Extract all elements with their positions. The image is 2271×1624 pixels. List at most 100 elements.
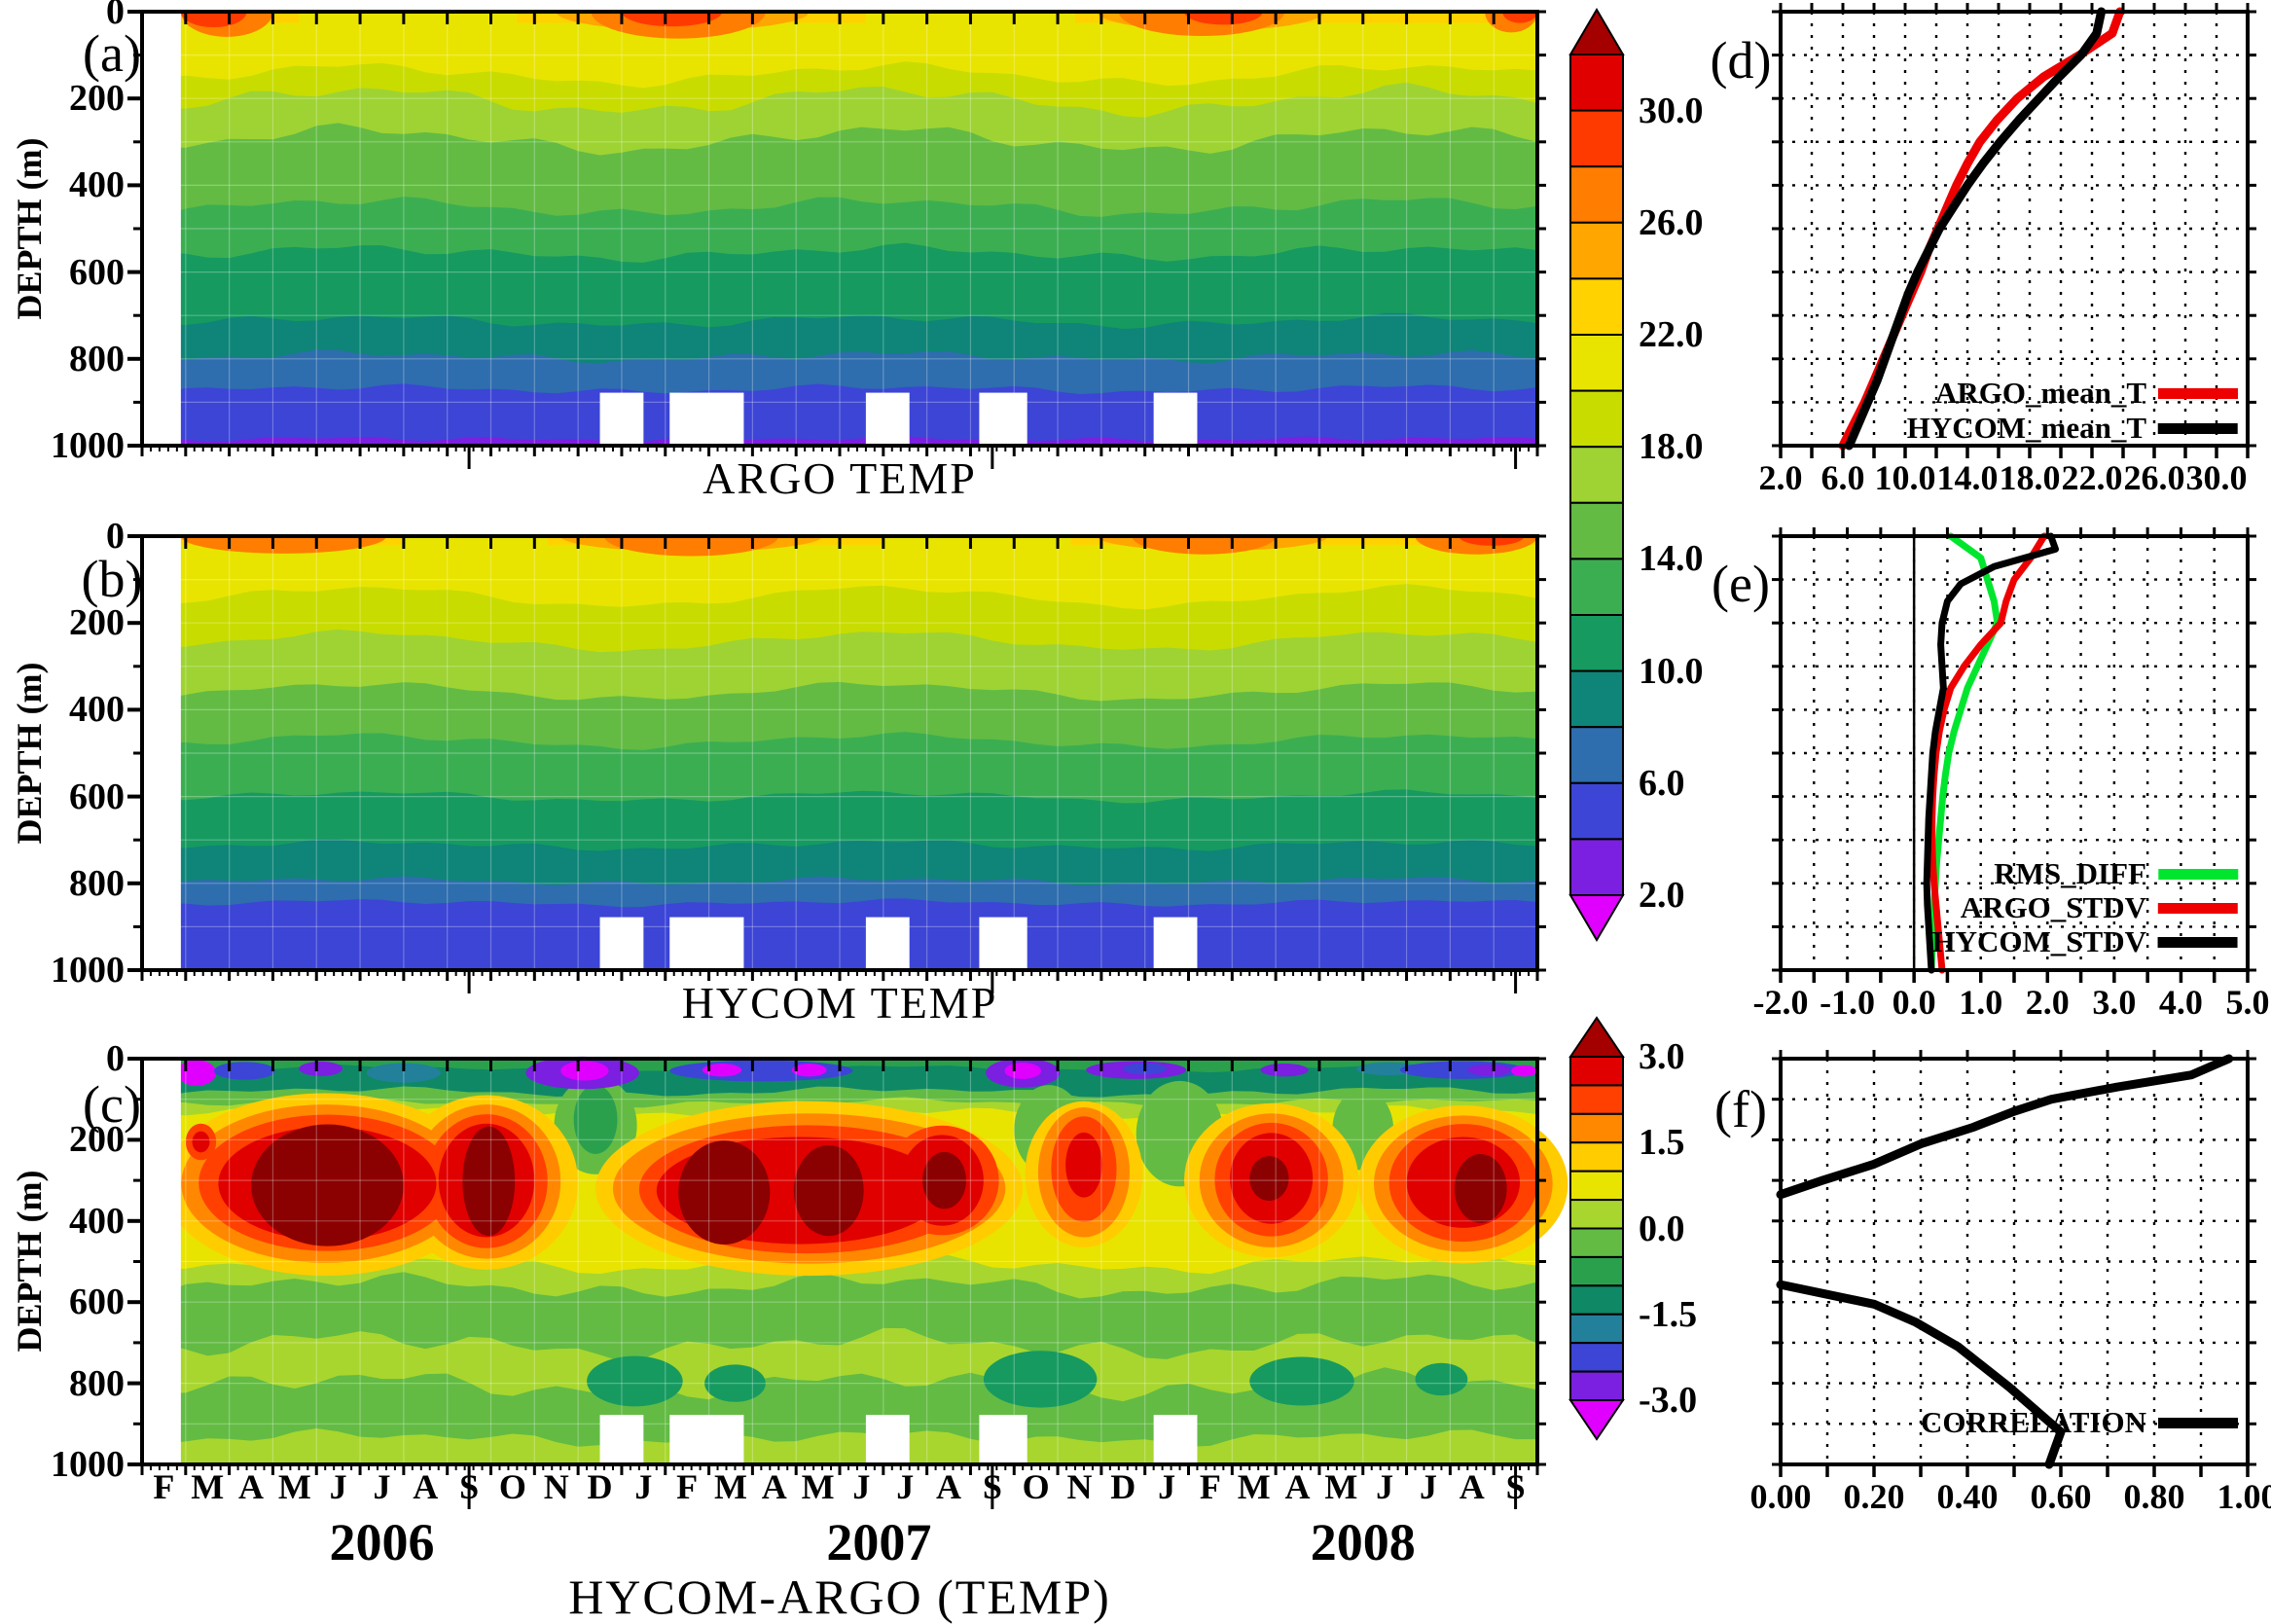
panel-e-plot	[1772, 527, 2256, 983]
x-tick-label: 1.0	[1959, 983, 2003, 1022]
month-tick-label: S	[1505, 1467, 1526, 1506]
legend-f-label: CORRELATION	[1921, 1405, 2146, 1439]
month-tick-label: J	[852, 1467, 871, 1506]
month-tick-label: A	[413, 1467, 439, 1506]
month-tick-label: N	[543, 1467, 569, 1506]
panel-e-letter: (e)	[1712, 555, 1770, 613]
x-tick-label: 0.20	[1843, 1477, 1905, 1516]
depth-tick-label: 0	[106, 516, 125, 557]
x-tick-label: 0.0	[1892, 983, 1936, 1022]
x-tick-label: 14.0	[1936, 458, 1999, 497]
month-tick-label: J	[634, 1467, 653, 1506]
depth-tick-label: 0	[106, 1038, 125, 1079]
x-tick-label: 2.0	[2025, 983, 2070, 1022]
panel-a-title: ARGO TEMP	[703, 453, 977, 503]
month-tick-label: J	[329, 1467, 347, 1506]
legend-f-entry: CORRELATION	[1921, 1405, 2238, 1440]
x-tick-label: 6.0	[1820, 458, 1865, 497]
x-tick-label: 10.0	[1874, 458, 1936, 497]
colorbar-temp	[1568, 8, 1625, 942]
panel-d-plot	[1772, 3, 2256, 458]
legend-d-label: ARGO_mean_T	[1935, 376, 2146, 410]
x-tick-label: 0.60	[2030, 1477, 2092, 1516]
colorbar-tick-label: 6.0	[1639, 762, 1685, 804]
x-tick-label: -1.0	[1820, 983, 1876, 1022]
x-tick-label: 30.0	[2185, 458, 2248, 497]
colorbar-tick-label: 3.0	[1639, 1036, 1685, 1077]
colorbar-tick-label: 10.0	[1639, 650, 1704, 692]
panel-b-letter: (b)	[81, 550, 143, 608]
colorbar-tick-label: -1.5	[1639, 1293, 1698, 1335]
depth-tick-label: 400	[69, 1200, 125, 1242]
legend-e-entry: ARGO_STDV	[1961, 890, 2238, 925]
depth-tick-label: 200	[69, 78, 125, 120]
month-tick-label: M	[801, 1467, 835, 1506]
colorbar-tick-label: 22.0	[1639, 314, 1704, 355]
depth-tick-label: 1000	[51, 1444, 125, 1485]
x-tick-label: 4.0	[2158, 983, 2203, 1022]
month-tick-label: A	[238, 1467, 265, 1506]
colorbar-tick-label: 26.0	[1639, 201, 1704, 243]
panel-c-ylabel: DEPTH (m)	[10, 1170, 49, 1353]
month-tick-label: M	[1237, 1467, 1271, 1506]
x-tick-label: 3.0	[2092, 983, 2137, 1022]
x-tick-label: 26.0	[2123, 458, 2185, 497]
x-tick-label: 0.40	[1936, 1477, 1999, 1516]
x-tick-label: 0.00	[1749, 1477, 1812, 1516]
month-tick-label: F	[676, 1467, 699, 1506]
month-tick-label: A	[1459, 1467, 1485, 1506]
month-tick-label: A	[936, 1467, 962, 1506]
depth-tick-label: 1000	[51, 950, 125, 991]
panel-a-ylabel: DEPTH (m)	[10, 137, 49, 320]
panel-a-plot	[127, 10, 1546, 469]
month-tick-label: J	[373, 1467, 391, 1506]
month-tick-label: O	[1022, 1467, 1050, 1506]
depth-tick-label: 600	[69, 776, 125, 817]
legend-e-label: ARGO_STDV	[1960, 890, 2146, 924]
month-tick-label: J	[1419, 1467, 1437, 1506]
year-label: 2006	[329, 1513, 435, 1571]
month-tick-label: S	[982, 1467, 1002, 1506]
depth-tick-label: 800	[69, 862, 125, 904]
colorbar-tick-label: 14.0	[1639, 538, 1704, 580]
year-label: 2007	[826, 1513, 932, 1571]
month-tick-label: O	[498, 1467, 526, 1506]
panel-b-title: HYCOM TEMP	[681, 978, 998, 1028]
x-tick-label: -2.0	[1752, 983, 1809, 1022]
colorbar-diff	[1568, 1016, 1625, 1441]
depth-tick-label: 400	[69, 164, 125, 206]
depth-tick-label: 1000	[51, 425, 125, 466]
panel-c-title: HYCOM-ARGO (TEMP)	[568, 1570, 1111, 1624]
month-tick-label: M	[277, 1467, 311, 1506]
colorbar-tick-label: -3.0	[1639, 1380, 1698, 1421]
panel-c-plot	[127, 1056, 1568, 1509]
legend-f-swatch-correlation	[2158, 1417, 2238, 1428]
depth-tick-label: 0	[106, 0, 125, 32]
legend-e-swatch-rms_diff	[2158, 868, 2238, 880]
depth-tick-label: 600	[69, 251, 125, 293]
depth-tick-label: 200	[69, 1119, 125, 1161]
month-tick-label: M	[713, 1467, 747, 1506]
depth-tick-label: 400	[69, 689, 125, 731]
legend-d-swatch-argo_mean_t	[2158, 387, 2238, 399]
depth-tick-label: 800	[69, 338, 125, 379]
month-tick-label: F	[153, 1467, 175, 1506]
legend-e-label: HYCOM_STDV	[1931, 924, 2146, 958]
year-label: 2008	[1310, 1513, 1416, 1571]
panel-a-letter: (a)	[83, 24, 141, 83]
x-tick-label: 18.0	[1999, 458, 2061, 497]
legend-e-label: RMS_DIFF	[1994, 856, 2146, 890]
panel-d-letter: (d)	[1710, 31, 1772, 90]
legend-d-swatch-hycom_mean_t	[2158, 422, 2238, 434]
x-tick-label: 1.00	[2217, 1477, 2271, 1516]
depth-tick-label: 600	[69, 1281, 125, 1323]
colorbar-tick-label: 2.0	[1639, 875, 1685, 916]
colorbar-tick-label: 0.0	[1639, 1208, 1685, 1249]
month-tick-label: J	[896, 1467, 915, 1506]
month-tick-label: J	[1376, 1467, 1394, 1506]
panel-c-letter: (c)	[83, 1075, 141, 1134]
month-tick-label: A	[1284, 1467, 1311, 1506]
month-tick-label: J	[1158, 1467, 1176, 1506]
month-tick-label: D	[1110, 1467, 1136, 1506]
